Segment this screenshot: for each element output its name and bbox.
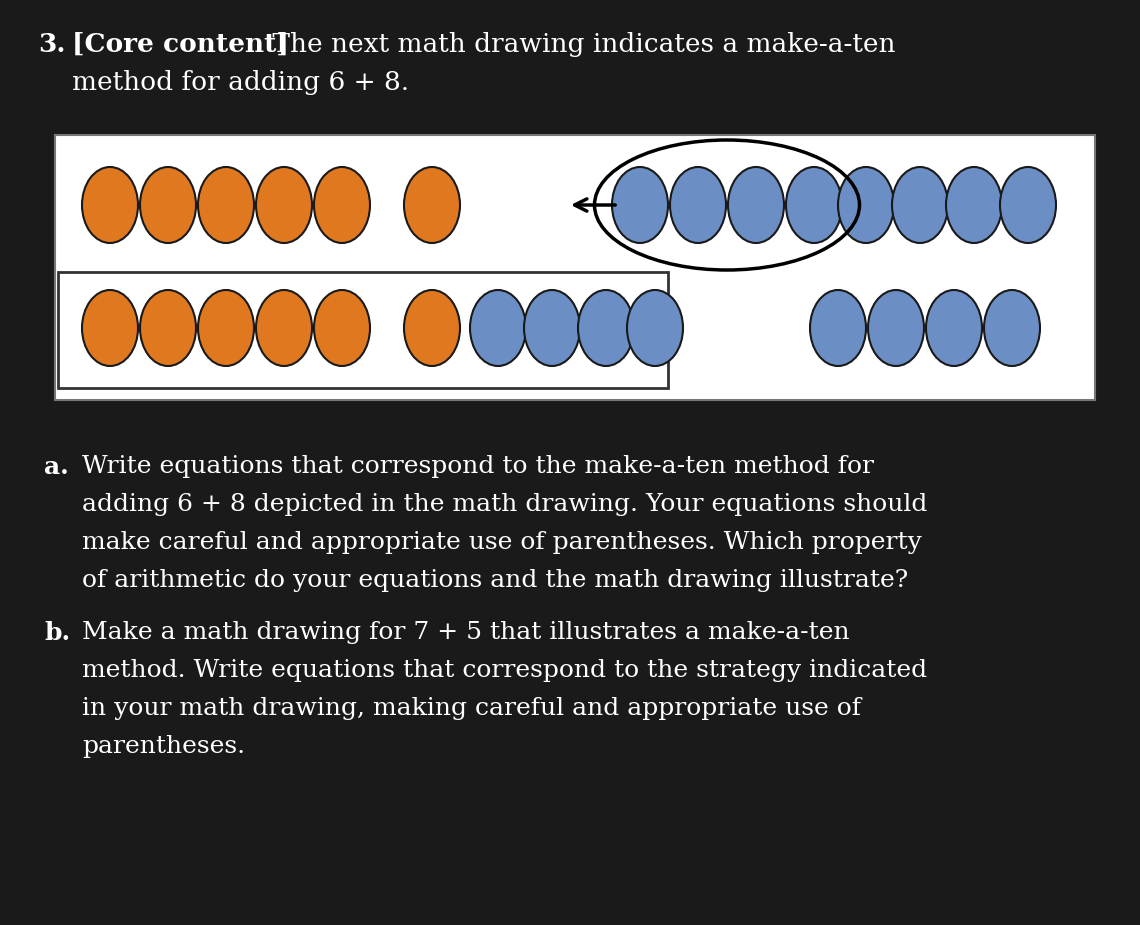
Ellipse shape <box>198 290 254 366</box>
Text: in your math drawing, making careful and appropriate use of: in your math drawing, making careful and… <box>82 697 861 720</box>
Ellipse shape <box>82 290 138 366</box>
Ellipse shape <box>256 290 312 366</box>
Ellipse shape <box>612 167 668 243</box>
Ellipse shape <box>627 290 683 366</box>
Ellipse shape <box>470 290 526 366</box>
Ellipse shape <box>314 167 370 243</box>
Text: 3.: 3. <box>38 32 65 57</box>
Ellipse shape <box>524 290 580 366</box>
Ellipse shape <box>891 167 948 243</box>
Ellipse shape <box>868 290 925 366</box>
Ellipse shape <box>82 167 138 243</box>
Ellipse shape <box>811 290 866 366</box>
Bar <box>55 135 1096 400</box>
Text: a.: a. <box>44 455 68 479</box>
Ellipse shape <box>926 290 982 366</box>
Text: adding 6 + 8 depicted in the math drawing. Your equations should: adding 6 + 8 depicted in the math drawin… <box>82 493 927 516</box>
Text: method. Write equations that correspond to the strategy indicated: method. Write equations that correspond … <box>82 659 927 682</box>
Ellipse shape <box>578 290 634 366</box>
Text: Make a math drawing for 7 + 5 that illustrates a make-a-ten: Make a math drawing for 7 + 5 that illus… <box>82 621 849 644</box>
Ellipse shape <box>140 290 196 366</box>
Ellipse shape <box>140 167 196 243</box>
Bar <box>58 272 668 388</box>
Ellipse shape <box>785 167 842 243</box>
Text: make careful and appropriate use of parentheses. Which property: make careful and appropriate use of pare… <box>82 531 922 554</box>
Ellipse shape <box>670 167 726 243</box>
Ellipse shape <box>838 167 894 243</box>
Ellipse shape <box>404 167 461 243</box>
Text: b.: b. <box>44 621 71 645</box>
Text: Write equations that correspond to the make-a-ten method for: Write equations that correspond to the m… <box>82 455 874 478</box>
Text: method for adding 6 + 8.: method for adding 6 + 8. <box>72 70 409 95</box>
Text: [Core content]: [Core content] <box>72 32 288 57</box>
Ellipse shape <box>198 167 254 243</box>
Ellipse shape <box>984 290 1040 366</box>
Ellipse shape <box>728 167 784 243</box>
Text: The next math drawing indicates a make-a-ten: The next math drawing indicates a make-a… <box>264 32 896 57</box>
Ellipse shape <box>256 167 312 243</box>
Text: parentheses.: parentheses. <box>82 735 245 758</box>
Text: of arithmetic do your equations and the math drawing illustrate?: of arithmetic do your equations and the … <box>82 569 909 592</box>
Ellipse shape <box>946 167 1002 243</box>
Ellipse shape <box>314 290 370 366</box>
Ellipse shape <box>1000 167 1056 243</box>
Ellipse shape <box>404 290 461 366</box>
